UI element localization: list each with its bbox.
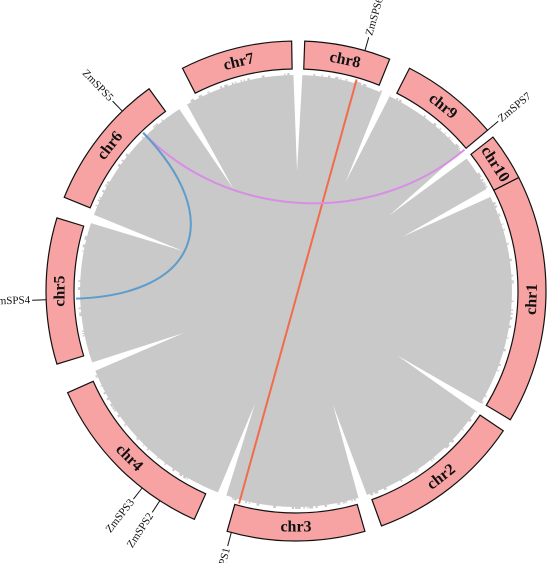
synteny-link (401, 172, 481, 449)
chromosome-gap (397, 355, 484, 413)
gene-label: ZmSPS2 (125, 511, 156, 550)
synteny-link (190, 99, 298, 510)
synteny-link (79, 310, 348, 504)
synteny-link (182, 214, 501, 478)
chromosome-chr5: chr5 (45, 217, 85, 365)
synteny-link (247, 78, 295, 510)
chromosome-band (485, 176, 547, 421)
synteny-link (78, 280, 514, 286)
chromosome-band (470, 136, 520, 192)
gene-tick (112, 100, 123, 112)
link-ZmSPS5-ZmSPS7 (142, 132, 466, 205)
gene-label: ZmSPS7 (496, 90, 534, 125)
gene-marker-ZmSPS6: ZmSPS6 (364, 0, 386, 51)
synteny-link (297, 143, 459, 510)
synteny-link (348, 213, 501, 499)
synteny-link (125, 153, 210, 472)
gene-marker-ZmSPS7: ZmSPS7 (487, 90, 534, 131)
synteny-link (81, 138, 453, 254)
synteny-link (125, 153, 379, 495)
chromosome-gap (389, 149, 470, 216)
chromosome-gap (333, 405, 369, 501)
synteny-link (220, 205, 498, 497)
link-ZmSPS1-ZmSPS6 (238, 79, 358, 504)
gene-marker-ZmSPS4: ZmSPS4 (0, 294, 47, 308)
synteny-link (95, 204, 435, 460)
chromosome-band (66, 380, 207, 521)
synteny-link (273, 345, 488, 509)
synteny-link (109, 174, 482, 407)
chromosome-chr3: chr3 (226, 503, 366, 542)
synteny-link (117, 163, 278, 509)
synteny-link (123, 242, 510, 427)
chromosome-gap (89, 332, 184, 372)
chromosome-band (303, 40, 391, 86)
chromosome-band (63, 87, 167, 209)
synteny-link (160, 119, 378, 494)
synteny-link (288, 73, 514, 278)
synteny-link (180, 308, 514, 477)
chromosome-gap (345, 89, 391, 182)
synteny-link (344, 93, 513, 315)
synteny-link (84, 201, 497, 263)
synteny-link (79, 258, 512, 317)
synteny-link (77, 287, 472, 423)
synteny-link (319, 74, 433, 462)
synteny-link (321, 90, 383, 505)
synteny-link (95, 124, 214, 379)
gene-tick (487, 120, 499, 131)
gene-tick (133, 487, 143, 500)
chromosome-band (45, 217, 85, 365)
highlighted-gene-pair-links (76, 79, 466, 504)
synteny-link (373, 97, 502, 367)
gene-marker-ZmSPS5: ZmSPS5 (80, 67, 123, 112)
gene-tick (227, 532, 232, 547)
chromosome-chr8: chr8 (303, 40, 391, 86)
gene-tick (151, 500, 161, 513)
synteny-link (284, 73, 356, 501)
chromosome-label: chr8 (328, 49, 362, 72)
chromosome-chr7: chr7 (181, 40, 293, 95)
synteny-link (117, 99, 403, 418)
synteny-link (121, 159, 234, 451)
chromosome-band (226, 503, 366, 542)
gene-label: ZmSPS6 (364, 0, 386, 37)
synteny-link (82, 316, 500, 372)
chromosome-gap (216, 403, 255, 499)
synteny-link (346, 81, 387, 491)
synteny-link (99, 315, 512, 387)
chromosome-band (395, 67, 489, 150)
synteny-link (243, 79, 273, 505)
chromosome-gap (88, 213, 183, 251)
synteny-links (77, 72, 514, 510)
synteny-link (422, 181, 486, 405)
chromosome-gap (402, 187, 494, 237)
chromosome-label: chr1 (523, 283, 541, 315)
gene-marker-ZmSPS1: ZmSPS1 (211, 532, 233, 563)
chromosome-gap (293, 72, 303, 172)
gene-label: ZmSPS1 (211, 546, 233, 563)
synteny-link (154, 124, 510, 339)
gene-label: ZmSPS3 (103, 497, 137, 536)
chromosome-gaps (88, 72, 494, 501)
chromosome-label: chr3 (280, 519, 311, 536)
synteny-link (347, 316, 513, 502)
chromosome-band (371, 414, 505, 527)
synteny-link (98, 136, 451, 214)
chromosome-gap (177, 101, 234, 189)
chromosome-chr1: chr1 (485, 176, 547, 421)
gene-label: ZmSPS5 (80, 67, 116, 104)
link-ZmSPS5-ZmSPS4 (76, 132, 192, 300)
synteny-link (156, 77, 342, 460)
chromosome-band (181, 40, 293, 95)
synteny-link (97, 199, 318, 509)
synteny-link (101, 189, 314, 509)
gene-tick (364, 37, 370, 51)
synteny-link (135, 81, 358, 441)
gene-label: ZmSPS4 (0, 294, 31, 307)
chromosome-label: chr5 (52, 275, 69, 306)
gray-ribbons (77, 72, 514, 510)
synteny-link (82, 144, 460, 255)
